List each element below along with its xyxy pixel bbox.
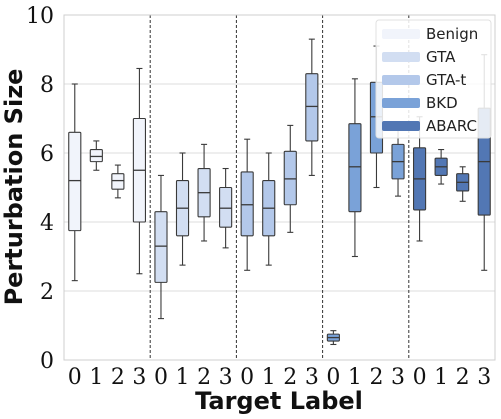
box-iqr xyxy=(111,173,125,190)
y-axis-label: Perturbation Size xyxy=(0,69,28,306)
x-tick-label: 3 xyxy=(391,365,405,390)
box-ABARC-2 xyxy=(456,166,470,202)
box-iqr xyxy=(89,149,103,163)
y-tick-label: 0 xyxy=(40,349,54,374)
box-iqr xyxy=(283,150,297,206)
box-Benign-3 xyxy=(132,67,147,275)
y-tick-label: 10 xyxy=(26,4,54,29)
box-GTA-3 xyxy=(219,167,233,249)
x-tick-label: 1 xyxy=(176,365,190,390)
x-tick-label: 2 xyxy=(111,365,125,390)
legend-label: BKD xyxy=(426,94,458,112)
y-tick-label: 8 xyxy=(40,73,54,98)
x-tick-label: 3 xyxy=(219,365,233,390)
box-GTA-2 xyxy=(197,143,211,242)
x-tick-label: 2 xyxy=(369,365,383,390)
x-tick-label: 1 xyxy=(348,365,362,390)
y-tick-label: 6 xyxy=(40,142,54,167)
legend-swatch xyxy=(382,98,420,108)
box-GTA-t-0 xyxy=(240,138,254,271)
box-iqr xyxy=(154,211,168,283)
box-ABARC-1 xyxy=(434,149,448,185)
y-tick-labels: 0 2 4 6 8 10 xyxy=(26,4,54,374)
x-tick-label: 2 xyxy=(456,365,470,390)
box-GTA-0 xyxy=(154,174,168,320)
x-tick-label: 3 xyxy=(305,365,319,390)
box-GTA-t-3 xyxy=(305,38,319,176)
x-tick-label: 1 xyxy=(262,365,276,390)
legend-swatch xyxy=(382,121,420,131)
legend-label: GTA xyxy=(426,48,456,66)
box-Benign-1 xyxy=(89,140,103,171)
y-tick-label: 4 xyxy=(40,211,54,236)
legend-swatch xyxy=(382,75,420,85)
x-tick-label: 0 xyxy=(413,365,427,390)
box-iqr xyxy=(348,123,362,213)
x-tick-label: 1 xyxy=(89,365,103,390)
legend-frame xyxy=(375,19,492,139)
box-Benign-0 xyxy=(68,83,82,282)
x-tick-label: 2 xyxy=(197,365,211,390)
x-tick-label: 0 xyxy=(240,365,254,390)
legend-swatch xyxy=(382,52,420,62)
plot-frame xyxy=(63,14,496,361)
x-tick-label: 1 xyxy=(434,365,448,390)
x-tick-label: 0 xyxy=(154,365,168,390)
box-GTA-1 xyxy=(175,152,190,266)
x-tick-label: 3 xyxy=(477,365,491,390)
box-Benign-2 xyxy=(111,164,125,199)
box-BKD-3 xyxy=(391,126,405,197)
legend-label: Benign xyxy=(426,25,478,43)
box-iqr xyxy=(305,73,319,142)
box-iqr xyxy=(240,171,254,237)
x-tick-label: 3 xyxy=(132,365,146,390)
box-iqr xyxy=(219,186,233,228)
box-BKD-0 xyxy=(326,330,340,346)
x-tick-label: 2 xyxy=(283,365,297,390)
legend-label: GTA-t xyxy=(426,71,466,89)
legend-label: ABARC xyxy=(426,117,477,135)
box-iqr xyxy=(68,131,82,232)
box-BKD-1 xyxy=(348,78,362,258)
box-GTA-t-2 xyxy=(283,124,297,233)
legend: Benign GTA GTA-t BKD ABARC xyxy=(375,19,492,139)
y-tick-label: 2 xyxy=(40,280,54,305)
box-GTA-t-1 xyxy=(262,152,276,266)
legend-swatch xyxy=(382,29,420,39)
x-axis-label: Target Label xyxy=(195,387,363,415)
x-tick-label: 0 xyxy=(326,365,340,390)
x-tick-label: 0 xyxy=(68,365,82,390)
